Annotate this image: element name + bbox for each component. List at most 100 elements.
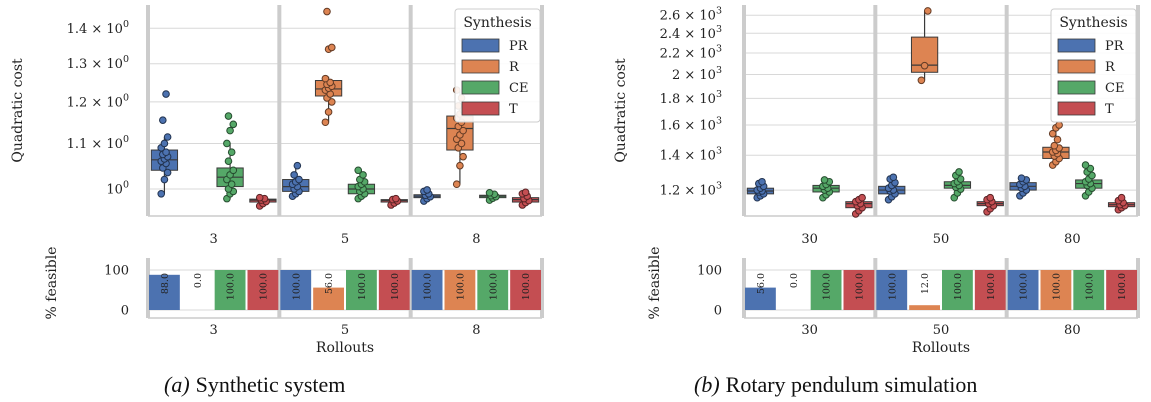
- x-tick-label: 30: [801, 232, 818, 247]
- y-tick-label: 2.6 × 103: [660, 6, 722, 24]
- bar-value-label: 100.0: [1051, 273, 1062, 300]
- tick-exponent: 3: [716, 6, 722, 17]
- bar-value-label: 88.0: [160, 273, 171, 294]
- tick-exponent: 3: [716, 116, 722, 127]
- data-point-PR: [159, 116, 167, 124]
- legend: Synthesis PR R CE T: [1050, 8, 1137, 123]
- feasible-bar-CE: [214, 270, 246, 310]
- feasible-bar-R: [313, 287, 344, 310]
- bar-value-label: 0.0: [193, 273, 204, 288]
- tick-exponent: 3: [716, 65, 722, 76]
- tick-exponent: 0: [123, 54, 129, 65]
- feasible-bar-PR: [149, 274, 180, 310]
- tick-exponent: 0: [123, 134, 129, 145]
- bar-value-label: 100.0: [226, 273, 237, 300]
- bar-value-label: 56.0: [756, 273, 767, 294]
- feasible-bar-T: [1106, 270, 1137, 310]
- bar-value-label: 100.0: [1117, 273, 1128, 300]
- y-tick-label: 2 × 103: [672, 65, 722, 83]
- x-tick-label: 80: [1064, 232, 1081, 247]
- data-point-R: [326, 78, 334, 87]
- bar-value-label: 12.0: [920, 273, 931, 294]
- legend-label-R: R: [1105, 60, 1116, 75]
- bar-value-label: 100.0: [1019, 273, 1030, 300]
- y-axis-label: Quadratic cost: [613, 58, 629, 163]
- bar-value-label: 100.0: [258, 273, 269, 300]
- feasible-bar-CE: [942, 270, 973, 310]
- x-tick-label: 50: [933, 323, 950, 338]
- bar-value-label: 100.0: [357, 273, 368, 300]
- bar-value-label: 100.0: [488, 273, 499, 300]
- data-point-R: [323, 7, 331, 16]
- legend-label-T: T: [1105, 102, 1114, 117]
- feasible-bar-R: [444, 270, 476, 310]
- x-tick-label: 8: [472, 323, 480, 338]
- data-point-R: [1053, 135, 1062, 144]
- x-tick-label: 80: [1064, 323, 1081, 338]
- y-tick-label: 100: [697, 264, 722, 279]
- y-tick-label: 1.2 × 103: [660, 181, 722, 199]
- tick-base-10: 10: [699, 9, 716, 24]
- y-axis-label: % feasible: [44, 247, 60, 320]
- feasible-bar-T: [510, 270, 541, 310]
- legend-swatch-T: [461, 101, 500, 116]
- tick-exponent: 3: [716, 24, 722, 35]
- data-point-PR: [889, 173, 898, 182]
- legend-swatch-PR: [461, 38, 500, 53]
- y-tick-label: 1.4 × 103: [660, 146, 722, 164]
- tick-base-10: 10: [699, 46, 716, 61]
- bar-value-label: 100.0: [953, 273, 964, 300]
- feasible-bar-T: [974, 270, 1006, 310]
- data-point-T: [255, 193, 264, 202]
- legend-swatch-CE: [1057, 80, 1096, 95]
- y-tick-label: 1.1 × 100: [67, 134, 129, 152]
- x-tick-label: 50: [933, 232, 950, 247]
- feasible-bar-R: [1040, 270, 1072, 310]
- data-point-PR: [160, 175, 169, 184]
- data-point-R: [1048, 129, 1057, 138]
- feasible-bar-PR: [1007, 270, 1039, 310]
- x-tick-label: 5: [341, 232, 349, 247]
- legend-label-CE: CE: [1105, 81, 1124, 96]
- tick-base-10: 10: [699, 92, 716, 107]
- caption-label: (b): [694, 372, 720, 397]
- y-tick-label: 0: [121, 304, 129, 319]
- legend-swatch-R: [1057, 59, 1096, 74]
- feasible-bar-T: [378, 270, 410, 310]
- data-point-CE: [223, 139, 231, 148]
- feasible-bar-CE: [346, 270, 377, 310]
- data-point-R: [920, 61, 929, 70]
- y-tick-label: 1.3 × 100: [67, 54, 129, 72]
- tick-base-10: 10: [699, 68, 716, 83]
- tick-base: 2.6 ×: [660, 9, 700, 24]
- tick-base: 1.8 ×: [660, 92, 700, 107]
- legend-label-R: R: [509, 60, 520, 75]
- tick-base-10: 10: [106, 57, 123, 72]
- y-tick-label: 2.2 × 103: [660, 43, 722, 61]
- data-point-CE: [224, 112, 233, 120]
- tick-exponent: 3: [716, 43, 722, 54]
- data-point-CE: [227, 180, 236, 189]
- y-tick-label: 1.4 × 100: [67, 19, 129, 37]
- data-point-R: [327, 98, 336, 106]
- y-tick-label: 1.6 × 103: [660, 116, 722, 134]
- feasible-bar-PR: [876, 270, 908, 310]
- data-point-R: [1050, 141, 1059, 150]
- tick-base: 1.2 ×: [67, 95, 107, 110]
- bar-value-label: 100.0: [1084, 273, 1095, 300]
- legend-swatch-PR: [1057, 38, 1096, 53]
- data-point-CE: [955, 168, 963, 176]
- feasible-bar-CE: [477, 270, 509, 310]
- bar-value-label: 100.0: [822, 273, 833, 300]
- data-point-CE: [1081, 161, 1090, 169]
- data-point-T: [392, 194, 400, 203]
- bar-value-label: 100.0: [291, 273, 302, 300]
- data-point-T: [986, 193, 995, 202]
- tick-base: 1.6 ×: [660, 119, 700, 134]
- bar-value-label: 0.0: [789, 273, 800, 288]
- tick-base: 1.1 ×: [67, 137, 107, 152]
- tick-exponent: 3: [716, 89, 722, 100]
- tick-base: 1.3 ×: [67, 57, 107, 72]
- tick-base: 1.4 ×: [660, 149, 700, 164]
- legend: Synthesis PR R CE T: [454, 8, 541, 123]
